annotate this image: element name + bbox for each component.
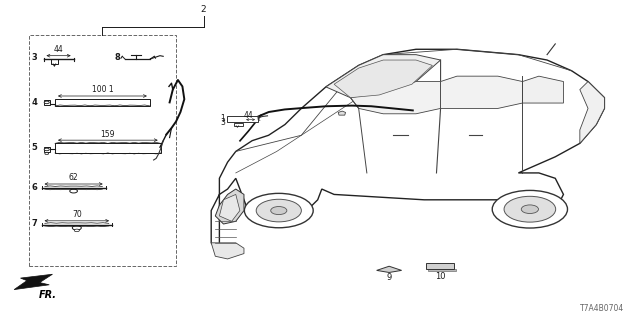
Text: 2: 2 [201,5,206,14]
Bar [29,35,176,266]
Bar [44,147,50,152]
Polygon shape [14,274,52,290]
Circle shape [70,189,77,193]
Polygon shape [522,76,563,103]
Polygon shape [334,60,433,98]
Polygon shape [376,266,402,273]
Circle shape [492,190,568,228]
Circle shape [45,153,49,155]
Text: 10: 10 [435,272,445,281]
Circle shape [44,148,49,151]
Text: 3: 3 [220,118,225,127]
Polygon shape [351,82,440,114]
Polygon shape [215,189,244,224]
Text: FR.: FR. [38,290,56,300]
Polygon shape [580,82,604,143]
Circle shape [256,199,301,222]
Polygon shape [211,49,604,253]
Polygon shape [211,243,244,259]
Text: 6: 6 [31,183,37,192]
Text: 5: 5 [31,143,37,152]
Circle shape [271,206,287,215]
Bar [44,100,50,105]
Text: 1: 1 [221,114,225,123]
Text: T7A4B0704: T7A4B0704 [580,304,624,313]
Text: 9: 9 [387,273,392,282]
Text: 62: 62 [68,173,79,182]
Text: 8: 8 [115,53,120,62]
Polygon shape [440,76,522,108]
Circle shape [521,205,538,213]
Bar [227,116,258,122]
Circle shape [244,193,313,228]
Polygon shape [51,59,58,64]
Bar [234,123,243,126]
Text: 44: 44 [53,45,63,54]
Text: 7: 7 [31,220,37,228]
Circle shape [72,226,81,230]
Text: 159: 159 [100,130,115,139]
Polygon shape [326,55,440,98]
Text: 4: 4 [31,98,37,107]
Bar [55,143,161,153]
Text: 3: 3 [31,53,37,62]
Text: 70: 70 [72,210,82,219]
Bar [428,269,456,271]
Polygon shape [338,111,346,115]
Circle shape [74,229,79,232]
Bar [55,99,150,106]
Polygon shape [220,195,240,221]
Circle shape [504,196,556,222]
Bar [426,263,454,269]
Text: 44: 44 [243,111,253,120]
Circle shape [44,101,49,104]
Text: 100 1: 100 1 [92,85,113,94]
